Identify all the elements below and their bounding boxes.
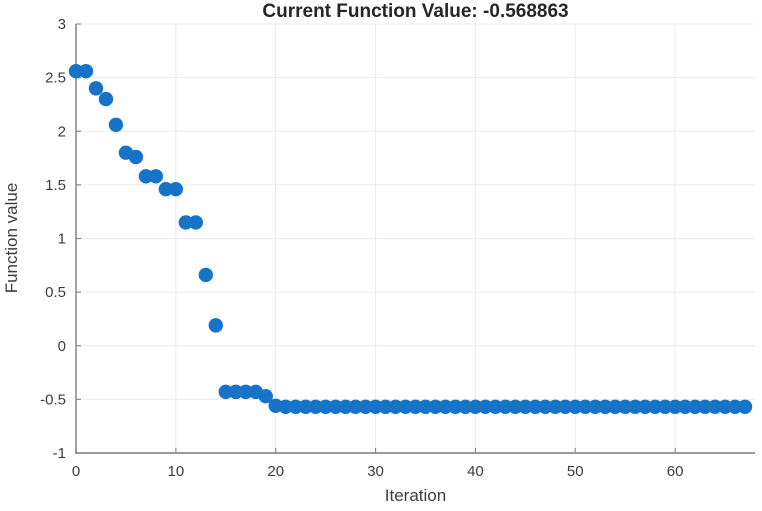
data-point <box>338 399 353 414</box>
data-point <box>558 399 573 414</box>
data-point <box>168 181 184 197</box>
data-point <box>108 117 124 133</box>
data-point <box>308 399 323 414</box>
data-point <box>438 399 453 414</box>
data-point <box>677 399 693 414</box>
x-tick-label: 10 <box>168 463 185 480</box>
data-point <box>578 399 593 414</box>
data-point <box>548 399 563 414</box>
data-point <box>78 63 94 79</box>
data-point <box>737 399 753 414</box>
data-point <box>278 399 293 414</box>
data-point <box>647 399 663 414</box>
data-point <box>408 399 423 414</box>
data-point <box>727 399 743 414</box>
data-point <box>158 181 174 197</box>
data-point <box>388 399 403 414</box>
data-point <box>488 399 503 414</box>
data-point <box>238 384 253 400</box>
data-point <box>667 399 683 414</box>
data-point <box>528 399 543 414</box>
x-tick-label: 0 <box>72 463 80 480</box>
data-point <box>468 399 483 414</box>
data-point <box>398 399 413 414</box>
x-tick-label: 50 <box>567 463 584 480</box>
y-tick-label: 2 <box>58 123 66 140</box>
data-point <box>68 63 84 79</box>
x-tick-label: 40 <box>467 463 484 480</box>
data-point <box>208 318 223 333</box>
chart-title: Current Function Value: -0.568863 <box>262 1 569 22</box>
data-point <box>458 399 473 414</box>
data-point <box>598 399 613 414</box>
data-point <box>568 399 583 414</box>
data-point <box>707 399 723 414</box>
data-point <box>687 399 703 414</box>
data-point <box>378 399 393 414</box>
data-point <box>288 399 303 414</box>
data-point <box>538 399 553 414</box>
data-point <box>218 384 233 400</box>
y-tick-label: 1.5 <box>45 177 66 194</box>
y-tick-label: 0.5 <box>45 284 66 301</box>
data-point <box>657 399 673 414</box>
data-point <box>627 399 643 414</box>
data-point <box>228 384 243 400</box>
data-point <box>697 399 713 414</box>
data-point <box>98 91 114 107</box>
data-point <box>637 399 653 414</box>
data-point <box>148 169 164 184</box>
data-point <box>178 215 194 230</box>
data-point <box>588 399 603 414</box>
x-tick-label: 60 <box>667 463 684 480</box>
y-tick-label: 2.5 <box>45 70 66 87</box>
x-tick-label: 30 <box>367 463 384 480</box>
x-tick-label: 20 <box>267 463 284 480</box>
data-point <box>318 399 333 414</box>
data-point <box>428 399 443 414</box>
y-tick-label: 1 <box>58 231 66 248</box>
data-point <box>498 399 513 414</box>
y-tick-label: 0 <box>58 338 66 355</box>
data-point <box>508 399 523 414</box>
data-point <box>298 399 313 414</box>
data-point <box>448 399 463 414</box>
y-tick-label: -1 <box>53 445 66 462</box>
data-point <box>138 169 154 184</box>
data-point <box>188 215 204 230</box>
data-point <box>258 388 273 404</box>
y-tick-label: 3 <box>58 16 66 33</box>
data-point <box>88 81 104 96</box>
y-tick-label: -0.5 <box>40 391 66 408</box>
data-point <box>478 399 493 414</box>
data-point <box>608 399 623 414</box>
data-point <box>518 399 533 414</box>
data-point <box>368 399 383 414</box>
x-axis-label: Iteration <box>384 486 447 505</box>
data-point <box>358 399 373 414</box>
data-point <box>328 399 343 414</box>
data-point <box>198 267 214 283</box>
data-point <box>128 149 144 165</box>
data-point <box>418 399 433 414</box>
data-point <box>717 399 733 414</box>
data-point <box>348 399 363 414</box>
data-point <box>617 399 633 414</box>
